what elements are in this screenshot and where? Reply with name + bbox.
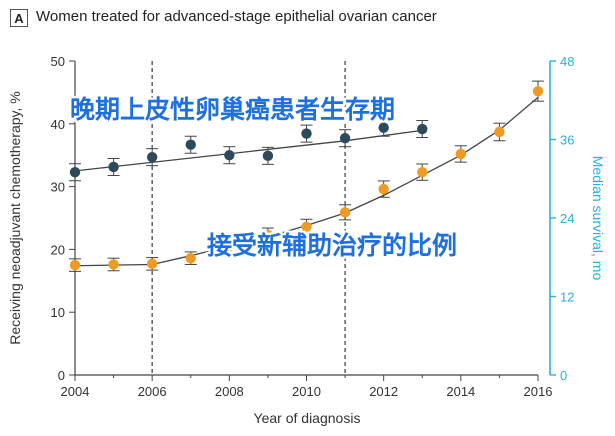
y-left-tick-label: 10 xyxy=(51,305,65,320)
panel-letter: A xyxy=(10,9,28,27)
x-tick-label: 2014 xyxy=(446,384,475,399)
x-tick-label: 2010 xyxy=(292,384,321,399)
data-point-neoadjuvant xyxy=(185,252,196,264)
data-point-neoadjuvant xyxy=(417,166,428,178)
overlay-caption-neoadjuvant: 接受新辅助治疗的比例 xyxy=(207,231,458,260)
x-tick-label: 2012 xyxy=(369,384,398,399)
x-tick-label: 2004 xyxy=(61,384,90,399)
data-point-neoadjuvant xyxy=(378,183,389,195)
data-point-survival xyxy=(146,151,158,163)
y-left-tick-label: 30 xyxy=(51,180,65,195)
error-bars xyxy=(69,80,544,272)
data-point-survival xyxy=(108,161,119,173)
y-left-tick-label: 40 xyxy=(51,117,65,132)
y-axis-left-label: Receiving neoadjuvant chemotherapy, % xyxy=(7,91,23,344)
data-point-neoadjuvant xyxy=(108,259,119,270)
data-point-survival xyxy=(339,132,351,144)
data-point-neoadjuvant xyxy=(301,221,312,232)
data-points xyxy=(69,85,544,271)
overlay-caption-survival: 晚期上皮性卵巢癌患者生存期 xyxy=(70,95,396,124)
data-point-neoadjuvant xyxy=(69,259,81,271)
y-right-tick-label: 48 xyxy=(560,54,574,69)
y-left-tick-label: 0 xyxy=(58,368,65,383)
data-point-survival xyxy=(378,122,389,133)
trend-line-neoadjuvant xyxy=(74,96,539,267)
y-axis-right-label: Median survival, mo xyxy=(590,156,606,281)
axes: 2004 2006 2008 2010 2012 2014 2016 0 10 20 30 40 50 0… xyxy=(51,54,575,399)
x-tick-label: 2006 xyxy=(138,384,167,399)
x-tick-label: 2008 xyxy=(215,384,244,399)
chart-title: Women treated for advanced-stage epithel… xyxy=(36,8,437,25)
data-point-survival xyxy=(262,150,274,162)
trend-line-survival xyxy=(74,129,423,172)
data-point-neoadjuvant xyxy=(455,148,467,160)
y-left-tick-label: 20 xyxy=(51,242,65,257)
y-right-tick-label: 24 xyxy=(560,211,574,226)
y-right-tick-label: 12 xyxy=(560,290,574,305)
y-right-tick-label: 36 xyxy=(560,133,574,148)
data-point-neoadjuvant xyxy=(532,85,544,97)
data-point-neoadjuvant xyxy=(224,241,235,252)
x-axis-label: Year of diagnosis xyxy=(254,410,361,426)
data-point-neoadjuvant xyxy=(146,258,158,270)
data-point-survival xyxy=(417,123,428,135)
data-point-survival xyxy=(69,167,81,178)
x-tick-label: 2016 xyxy=(524,384,553,399)
data-point-neoadjuvant xyxy=(339,207,351,218)
data-point-survival xyxy=(301,128,312,139)
data-point-survival xyxy=(224,150,235,161)
data-point-neoadjuvant xyxy=(262,229,274,241)
data-point-survival xyxy=(185,139,196,150)
data-point-neoadjuvant xyxy=(494,126,505,138)
y-left-tick-label: 50 xyxy=(51,54,65,69)
y-right-tick-label: 0 xyxy=(560,368,567,383)
